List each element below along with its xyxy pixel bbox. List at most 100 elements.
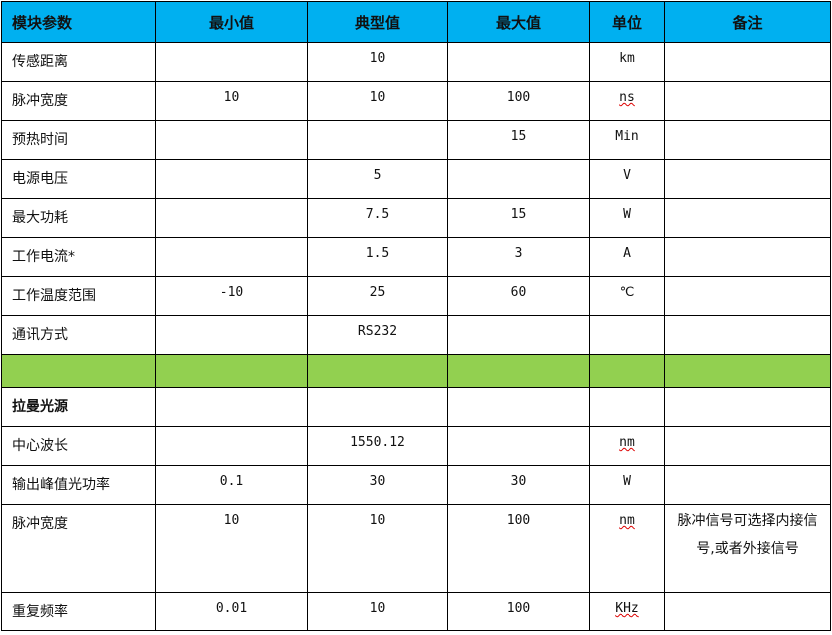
table-row: 中心波长 1550.12 nm — [1, 426, 831, 466]
table-row: 脉冲宽度 10 10 100 nm 脉冲信号可选择内接信号,或者外接信号 — [1, 504, 831, 593]
cell-typ-text: 10 — [369, 90, 386, 105]
cell-name-text: 脉冲宽度 — [12, 516, 68, 532]
separator-cell — [589, 354, 665, 388]
cell-name-text: 传感距离 — [12, 54, 68, 70]
cell-name-text: 输出峰值光功率 — [12, 477, 110, 493]
cell-note-text — [665, 43, 830, 47]
cell-name-text: 通讯方式 — [12, 327, 68, 343]
cell-typ-text — [308, 121, 447, 129]
separator-cell — [447, 354, 590, 388]
cell-typ: 10 — [307, 504, 448, 593]
cell-max-text: 100 — [506, 513, 531, 528]
cell-min — [155, 237, 308, 277]
header-note: 备注 — [664, 1, 831, 43]
cell-typ: 1.5 — [307, 237, 448, 277]
cell-note-text — [665, 160, 830, 164]
cell-max-text: 15 — [510, 207, 527, 222]
cell-unit-text: km — [619, 51, 635, 66]
cell-min-text — [156, 316, 307, 324]
cell-max: 100 — [447, 592, 590, 631]
cell-min-text: 0.1 — [219, 474, 244, 489]
cell-typ-text: 10 — [369, 601, 386, 616]
cell-max-text: 15 — [510, 129, 527, 144]
cell-min — [155, 42, 308, 82]
cell-unit: Min — [589, 120, 665, 160]
cell-note-text — [665, 277, 830, 281]
cell-max: 15 — [447, 120, 590, 160]
cell-name: 中心波长 — [1, 426, 156, 466]
table-row: 输出峰值光功率 0.1 30 30 W — [1, 465, 831, 505]
cell-name-text: 预热时间 — [12, 132, 68, 148]
cell-unit: W — [589, 198, 665, 238]
cell-max-text — [448, 427, 589, 435]
cell-typ-text: 1550.12 — [350, 435, 405, 450]
cell-note-text — [665, 121, 830, 125]
cell-typ-text: 10 — [369, 51, 386, 66]
cell-min: 0.01 — [155, 592, 308, 631]
cell-name: 脉冲宽度 — [1, 81, 156, 121]
cell-min — [155, 315, 308, 355]
table-row: 电源电压 5 V — [1, 159, 831, 199]
cell-max-text — [448, 160, 589, 168]
cell-unit-text: W — [623, 474, 631, 489]
header-unit: 单位 — [589, 1, 665, 43]
separator-row — [1, 354, 831, 388]
cell-unit-text — [590, 316, 664, 324]
header-typ: 典型值 — [307, 1, 448, 43]
cell-note: 脉冲信号可选择内接信号,或者外接信号 — [664, 504, 831, 593]
table-row: 工作温度范围 -10 25 60 ℃ — [1, 276, 831, 316]
separator-cell — [664, 354, 831, 388]
cell-name: 脉冲宽度 — [1, 504, 156, 593]
cell-min-text — [156, 160, 307, 168]
cell-typ: 1550.12 — [307, 426, 448, 466]
cell-typ-text — [308, 388, 447, 396]
cell-note — [664, 120, 831, 160]
table-row: 工作电流* 1.5 3 A — [1, 237, 831, 277]
table-row: 脉冲宽度 10 10 100 ns — [1, 81, 831, 121]
cell-name-text: 最大功耗 — [12, 210, 68, 226]
cell-typ-text: 10 — [369, 513, 386, 528]
cell-max: 100 — [447, 81, 590, 121]
cell-min-text — [156, 43, 307, 51]
cell-typ: 10 — [307, 81, 448, 121]
cell-unit-text: nm — [619, 513, 635, 528]
cell-unit: nm — [589, 504, 665, 593]
cell-unit: A — [589, 237, 665, 277]
cell-unit-text: V — [623, 168, 631, 183]
cell-name-text: 重复频率 — [12, 604, 68, 620]
cell-note-text — [665, 82, 830, 86]
cell-min: 10 — [155, 81, 308, 121]
cell-min — [155, 120, 308, 160]
cell-min — [155, 198, 308, 238]
cell-note-text — [665, 593, 830, 597]
cell-unit-text: ℃ — [619, 285, 635, 300]
cell-typ-text: RS232 — [357, 324, 398, 339]
cell-unit-text: nm — [619, 435, 635, 450]
cell-typ-text: 25 — [369, 285, 386, 300]
cell-typ-text: 7.5 — [365, 207, 390, 222]
cell-min-text — [156, 238, 307, 246]
header-row: 模块参数 最小值 典型值 最大值 单位 备注 — [1, 1, 831, 43]
cell-typ: 5 — [307, 159, 448, 199]
cell-max — [447, 42, 590, 82]
cell-unit: ℃ — [589, 276, 665, 316]
cell-name-text: 电源电压 — [12, 171, 68, 187]
cell-max-text: 30 — [510, 474, 527, 489]
cell-min: 0.1 — [155, 465, 308, 505]
cell-typ: 30 — [307, 465, 448, 505]
cell-typ: RS232 — [307, 315, 448, 355]
cell-min-text: 10 — [223, 513, 240, 528]
cell-min-text: -10 — [219, 285, 244, 300]
cell-min-text — [156, 388, 307, 396]
cell-min-text: 0.01 — [215, 601, 248, 616]
table-row: 传感距离 10 km — [1, 42, 831, 82]
cell-max-text: 3 — [514, 246, 523, 261]
cell-name: 工作电流* — [1, 237, 156, 277]
cell-name: 通讯方式 — [1, 315, 156, 355]
cell-name: 工作温度范围 — [1, 276, 156, 316]
cell-name-text: 工作温度范围 — [12, 288, 96, 304]
cell-unit-text: KHz — [615, 601, 639, 616]
cell-typ-text: 30 — [369, 474, 386, 489]
cell-max: 30 — [447, 465, 590, 505]
